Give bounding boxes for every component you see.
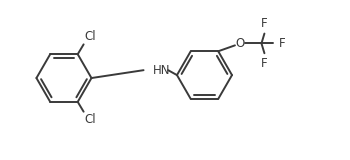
- Text: Cl: Cl: [85, 113, 96, 126]
- Text: O: O: [235, 37, 245, 50]
- Text: Cl: Cl: [85, 30, 96, 43]
- Text: F: F: [261, 57, 268, 70]
- Text: F: F: [279, 37, 286, 50]
- Text: F: F: [261, 17, 268, 30]
- Text: HN: HN: [152, 64, 170, 77]
